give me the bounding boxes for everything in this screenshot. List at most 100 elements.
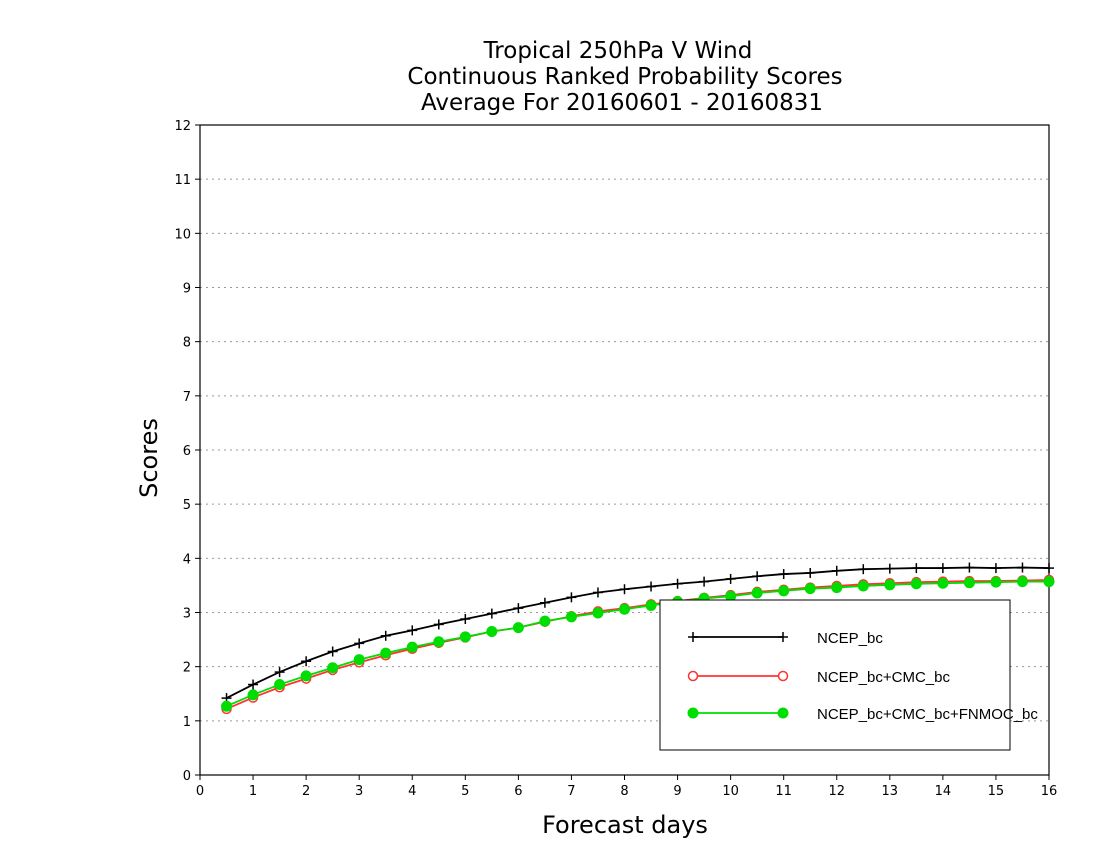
data-point bbox=[858, 564, 869, 575]
title-line-2: Continuous Ranked Probability Scores bbox=[407, 64, 842, 90]
data-point bbox=[857, 580, 869, 592]
data-point bbox=[327, 662, 339, 674]
data-point bbox=[248, 679, 259, 690]
y-tick-label: 12 bbox=[174, 119, 191, 134]
data-point bbox=[380, 647, 392, 659]
data-point bbox=[354, 638, 365, 649]
data-point bbox=[221, 700, 233, 712]
x-axis-label: Forecast days bbox=[542, 811, 708, 839]
data-point bbox=[990, 563, 1001, 574]
legend-label: NCEP_bc bbox=[817, 630, 883, 647]
data-point bbox=[778, 569, 789, 580]
x-tick-label: 15 bbox=[988, 784, 1005, 799]
legend-item-1: NCEP_bc+CMC_bc bbox=[687, 669, 950, 686]
data-point bbox=[778, 585, 790, 597]
y-tick-label: 6 bbox=[183, 444, 191, 459]
legend-marker bbox=[777, 707, 789, 719]
x-tick-label: 12 bbox=[828, 784, 845, 799]
legend-box bbox=[659, 599, 1011, 751]
x-tick-label: 16 bbox=[1041, 784, 1058, 799]
data-point bbox=[433, 619, 444, 630]
data-point bbox=[751, 587, 763, 599]
data-point bbox=[1044, 563, 1054, 574]
legend: NCEP_bc NCEP_bc+CMC_bc NCEP_bc+CMC_bc+FNMO… bbox=[659, 599, 1038, 751]
y-tick-label: 3 bbox=[183, 607, 191, 622]
x-tick-label: 8 bbox=[620, 784, 628, 799]
data-point bbox=[699, 576, 710, 587]
legend-marker bbox=[687, 670, 699, 682]
y-tick-label: 5 bbox=[183, 498, 191, 513]
legend-marker bbox=[687, 707, 699, 719]
y-tick-label: 9 bbox=[183, 282, 191, 297]
x-tick-label: 14 bbox=[935, 784, 952, 799]
y-tick-label: 10 bbox=[174, 227, 191, 242]
data-point bbox=[486, 625, 498, 637]
x-tick-label: 4 bbox=[408, 784, 416, 799]
x-axis-ticks: 0 1 2 3 4 5 6 7 8 9 10 11 12 13 14 15 16 bbox=[196, 775, 1057, 799]
data-point bbox=[884, 563, 895, 574]
data-point bbox=[433, 636, 445, 648]
x-tick-label: 11 bbox=[775, 784, 792, 799]
data-point bbox=[327, 646, 338, 657]
title-line-3: Average For 20160601 - 20160831 bbox=[421, 90, 823, 116]
y-tick-label: 4 bbox=[183, 552, 191, 567]
y-tick-label: 7 bbox=[183, 390, 191, 405]
data-point bbox=[963, 577, 975, 589]
x-tick-label: 2 bbox=[302, 784, 310, 799]
legend-label: NCEP_bc+CMC_bc bbox=[817, 669, 950, 686]
data-point bbox=[592, 587, 603, 598]
data-point bbox=[592, 607, 604, 619]
data-point bbox=[565, 611, 577, 623]
data-point bbox=[1043, 576, 1055, 588]
x-tick-label: 5 bbox=[461, 784, 469, 799]
chart-title: Tropical 250hPa V Wind Continuous Ranked… bbox=[407, 38, 842, 116]
data-point bbox=[910, 578, 922, 590]
y-tick-label: 11 bbox=[174, 173, 191, 188]
data-point bbox=[512, 622, 524, 634]
data-point bbox=[964, 562, 975, 573]
y-tick-label: 1 bbox=[183, 715, 191, 730]
data-point bbox=[990, 576, 1002, 588]
series-2 bbox=[221, 576, 1055, 712]
legend-label: NCEP_bc+CMC_bc+FNMOC_bc bbox=[817, 706, 1038, 723]
series-0 bbox=[221, 562, 1054, 704]
data-point bbox=[459, 631, 471, 643]
x-tick-label: 0 bbox=[196, 784, 204, 799]
x-tick-label: 6 bbox=[514, 784, 522, 799]
data-point bbox=[937, 577, 949, 589]
y-tick-label: 0 bbox=[183, 769, 191, 784]
data-point bbox=[645, 599, 657, 611]
data-point bbox=[1016, 576, 1028, 588]
x-tick-label: 13 bbox=[882, 784, 899, 799]
data-point bbox=[804, 583, 816, 595]
data-point bbox=[274, 679, 286, 691]
data-point bbox=[937, 563, 948, 574]
legend-items: NCEP_bc NCEP_bc+CMC_bc NCEP_bc+CMC_bc+FNMO… bbox=[687, 630, 1038, 723]
data-point bbox=[486, 608, 497, 619]
data-point bbox=[805, 567, 816, 578]
y-axis-label: Scores bbox=[135, 418, 163, 498]
data-point bbox=[566, 592, 577, 603]
y-tick-label: 2 bbox=[183, 661, 191, 676]
data-point bbox=[380, 630, 391, 641]
legend-marker bbox=[777, 670, 789, 682]
data-point bbox=[752, 571, 763, 582]
data-point bbox=[407, 625, 418, 636]
data-point bbox=[247, 689, 259, 701]
data-point bbox=[1017, 562, 1028, 573]
data-point bbox=[672, 578, 683, 589]
data-point bbox=[460, 614, 471, 624]
data-point bbox=[274, 667, 285, 678]
data-point bbox=[301, 656, 312, 667]
x-tick-label: 7 bbox=[567, 784, 575, 799]
data-point bbox=[619, 584, 630, 595]
data-point bbox=[513, 603, 524, 614]
title-line-1: Tropical 250hPa V Wind bbox=[483, 38, 753, 64]
data-point bbox=[353, 654, 365, 666]
data-point bbox=[725, 573, 736, 584]
legend-marker bbox=[778, 632, 788, 642]
data-point bbox=[831, 565, 842, 576]
data-point bbox=[831, 582, 843, 594]
